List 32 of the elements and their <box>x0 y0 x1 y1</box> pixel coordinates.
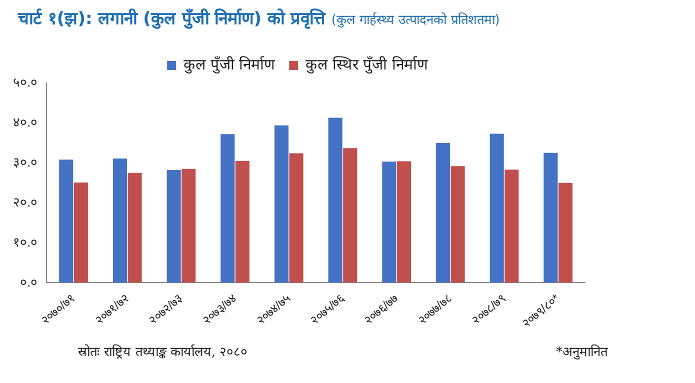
bar <box>220 134 235 283</box>
y-tick-label: ०.० <box>20 274 38 290</box>
legend-label: कुल स्थिर पुँजी निर्माण <box>306 55 429 74</box>
chart-title: चार्ट १(झ): लगानी (कुल पुँजी निर्माण) को प्रवृत्ति <box>18 9 326 29</box>
y-tick-label: २०.० <box>12 194 38 210</box>
bar <box>558 182 573 283</box>
bar <box>436 142 450 283</box>
legend-label: कुल पुँजी निर्माण <box>184 55 276 74</box>
y-tick-label: १०.० <box>12 234 38 250</box>
bar <box>450 166 465 283</box>
bar <box>74 182 88 283</box>
bar <box>289 153 304 283</box>
text: स्रोतः राष्ट्रिय तथ्याङ्क कार्यालय, २०८० <box>78 343 248 360</box>
bar <box>59 160 74 283</box>
bar <box>382 162 396 283</box>
bar <box>112 158 127 283</box>
bar <box>328 118 342 283</box>
bar <box>274 125 289 283</box>
bar <box>128 172 142 283</box>
bar <box>396 161 411 283</box>
bar <box>166 170 181 283</box>
bar <box>504 170 519 283</box>
bar <box>490 134 504 283</box>
bar <box>544 152 558 283</box>
bar <box>343 148 358 283</box>
y-tick-label: ५०.० <box>12 74 38 90</box>
bar <box>182 168 196 283</box>
y-tick-label: ४०.० <box>12 114 38 130</box>
y-tick-label: ३०.० <box>12 154 38 170</box>
chart-subtitle: (कुल गार्हस्थ्य उत्पादनको प्रतिशतमा) <box>331 13 500 28</box>
text: *अनुमानित <box>556 343 608 360</box>
bar <box>235 160 250 283</box>
